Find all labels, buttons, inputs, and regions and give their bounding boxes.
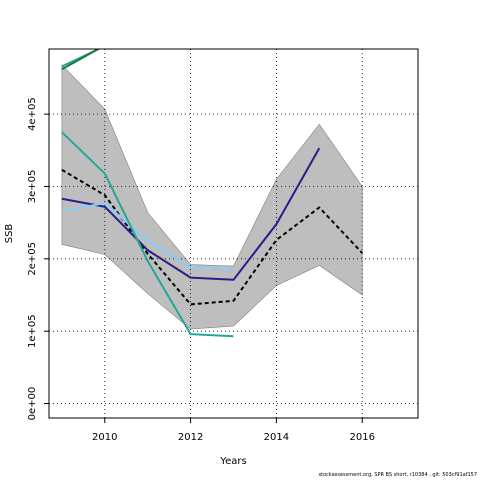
- x-axis-title: Years: [219, 456, 246, 467]
- series-line-5: [61, 49, 191, 68]
- series-lines: [61, 49, 363, 338]
- series-line-3: [61, 202, 234, 270]
- y-axis-title: SSB: [4, 224, 15, 244]
- x-axis: 2010 2012 2014 2016: [92, 418, 375, 443]
- y-tick-label: 3e+05: [27, 170, 38, 204]
- y-tick-label: 4e+05: [27, 97, 38, 131]
- plot-frame: [48, 48, 419, 419]
- plot-area: [61, 64, 363, 330]
- y-tick-label: 1e+05: [27, 314, 38, 348]
- series-line-1: [61, 168, 363, 306]
- x-tick-label: 2012: [178, 432, 203, 443]
- series-line-4: [61, 131, 234, 338]
- footer-credit: stockassessment.org, SPR BS short, r1038…: [318, 472, 477, 478]
- confidence-band: [61, 64, 363, 330]
- x-tick-label: 2010: [92, 432, 117, 443]
- series-line-6: [61, 49, 101, 71]
- y-tick-label: 0e+00: [27, 387, 38, 421]
- y-axis: 0e+00 1e+05 2e+05 3e+05 4e+05: [27, 97, 49, 420]
- grid: [49, 49, 418, 418]
- series-line-2: [61, 147, 321, 281]
- y-tick-label: 2e+05: [27, 242, 38, 276]
- x-tick-label: 2014: [264, 432, 289, 443]
- x-tick-label: 2016: [349, 432, 374, 443]
